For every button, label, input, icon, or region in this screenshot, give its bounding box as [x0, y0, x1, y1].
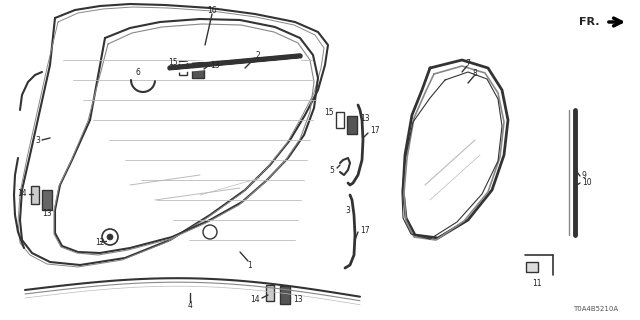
Text: T0A4B5210A: T0A4B5210A — [573, 306, 618, 312]
Bar — [336, 112, 344, 128]
Bar — [31, 186, 39, 204]
Bar — [192, 62, 204, 78]
Bar — [526, 262, 538, 272]
Text: 1: 1 — [248, 260, 252, 269]
Text: 17: 17 — [360, 226, 370, 235]
Text: FR.: FR. — [579, 17, 600, 27]
Bar — [42, 190, 52, 210]
Text: 4: 4 — [188, 300, 193, 309]
Text: 5: 5 — [329, 165, 334, 174]
Bar — [179, 61, 187, 75]
Text: 13: 13 — [42, 209, 52, 218]
Text: 3: 3 — [35, 135, 40, 145]
Text: 12: 12 — [95, 237, 105, 246]
Text: 10: 10 — [582, 178, 591, 187]
Bar — [280, 286, 290, 304]
Text: 16: 16 — [207, 5, 217, 14]
Text: 13: 13 — [210, 60, 220, 69]
Text: 15: 15 — [324, 108, 334, 116]
Bar — [266, 285, 274, 301]
Text: 11: 11 — [532, 278, 541, 287]
Text: 14: 14 — [250, 295, 260, 305]
Text: 13: 13 — [360, 114, 370, 123]
Bar — [347, 116, 357, 134]
Text: 15: 15 — [168, 58, 178, 67]
Text: 6: 6 — [136, 68, 140, 76]
Text: 9: 9 — [582, 171, 587, 180]
Circle shape — [107, 234, 113, 240]
Text: 17: 17 — [370, 125, 380, 134]
Text: 14: 14 — [17, 188, 27, 197]
Text: 2: 2 — [255, 51, 260, 60]
Text: 13: 13 — [293, 295, 303, 305]
Text: 8: 8 — [472, 68, 477, 77]
Text: 7: 7 — [465, 59, 470, 68]
Text: 3: 3 — [345, 205, 350, 214]
